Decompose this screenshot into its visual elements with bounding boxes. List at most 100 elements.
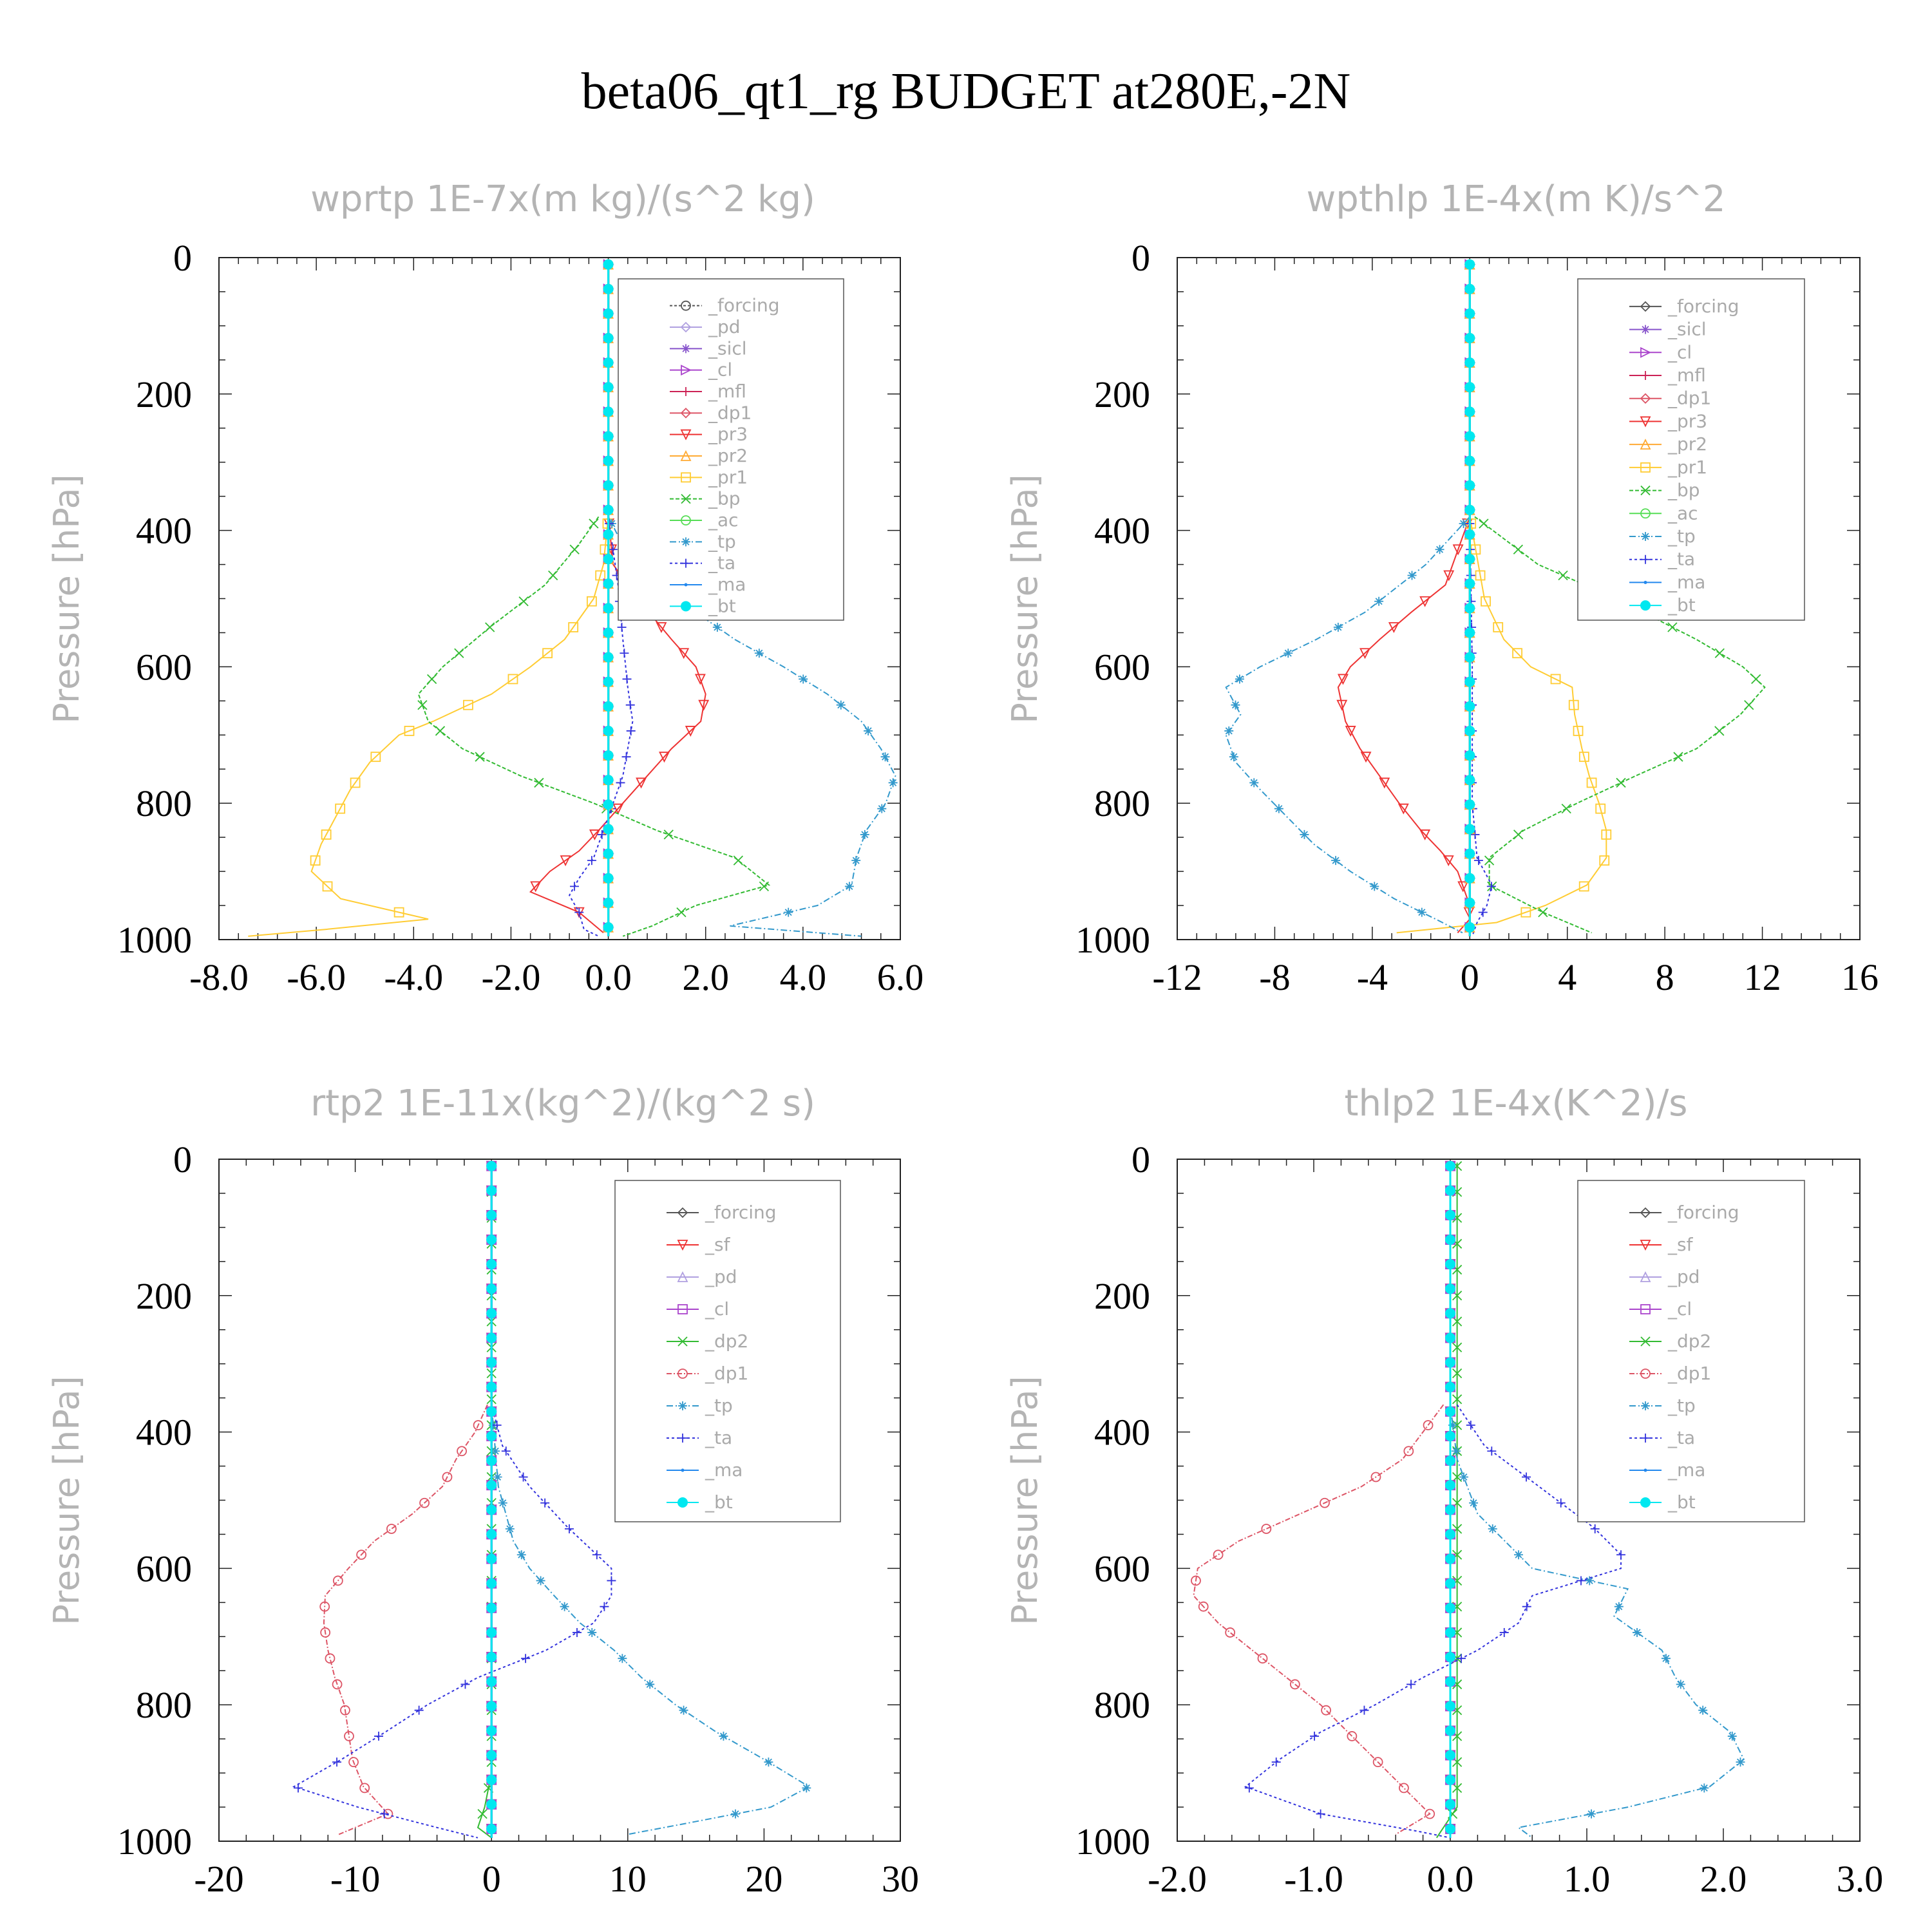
data-point <box>1445 1381 1455 1392</box>
panel-title: thlp2 1E-4x(K^2)/s <box>1345 1083 1688 1124</box>
series-tp <box>1224 516 1471 934</box>
panel-wpthlp: wpthlp 1E-4x(m K)/s^2 Pressure [hPa] -12… <box>1005 178 1879 998</box>
data-point <box>621 752 631 762</box>
data-point <box>1661 1654 1671 1663</box>
data-point <box>607 1576 616 1586</box>
data-point <box>574 907 584 917</box>
legend-swatch-marker <box>681 1468 685 1472</box>
legend-entry: _ta <box>1629 549 1695 570</box>
data-point <box>608 545 618 554</box>
data-point <box>603 603 614 614</box>
data-point <box>1464 504 1475 515</box>
data-point <box>486 1308 497 1319</box>
series-dp1 <box>319 1404 488 1835</box>
data-point <box>600 1602 609 1611</box>
legend-label: _pd <box>708 316 741 337</box>
data-point <box>1249 778 1259 788</box>
data-point <box>1445 1652 1455 1663</box>
data-point <box>888 778 898 788</box>
data-point <box>294 1783 303 1793</box>
data-point <box>1445 1160 1455 1171</box>
data-point <box>1445 1627 1455 1638</box>
data-point <box>1568 699 1579 710</box>
legend-entry: _forcing <box>667 1202 777 1223</box>
data-point <box>1481 596 1491 607</box>
data-point <box>1419 596 1431 607</box>
data-point <box>1464 848 1475 859</box>
legend-entry: _forcing <box>1629 296 1739 317</box>
legend-swatch-marker <box>1641 554 1650 564</box>
legend-entry: _cl <box>667 1298 729 1320</box>
data-point <box>1445 1529 1455 1540</box>
legend-entry: _ta <box>1629 1427 1695 1448</box>
data-point <box>493 1472 502 1482</box>
legend-label: _ta <box>708 553 735 574</box>
data-point <box>625 700 635 710</box>
data-point <box>1445 1725 1455 1736</box>
data-point <box>1274 804 1283 813</box>
data-point <box>880 752 890 762</box>
data-point <box>1445 1602 1455 1613</box>
data-point <box>587 1627 597 1637</box>
series-line <box>1337 516 1471 934</box>
data-point <box>1464 799 1475 810</box>
data-point <box>1316 1809 1325 1819</box>
legend-entry: _dp1 <box>1629 1363 1711 1384</box>
legend-label: _ma <box>1667 571 1705 592</box>
data-point <box>1464 725 1475 736</box>
legend-entry: _bt <box>1629 594 1696 616</box>
data-point <box>564 1524 574 1533</box>
data-point <box>414 1705 424 1715</box>
data-point <box>486 1455 497 1466</box>
data-point <box>486 1823 497 1834</box>
data-point <box>486 1553 497 1564</box>
data-point <box>332 1679 343 1690</box>
data-point <box>486 1602 497 1613</box>
legend-swatch-marker <box>680 408 692 419</box>
legend-label: _dp2 <box>1667 1331 1711 1352</box>
data-point <box>486 1529 497 1540</box>
data-point <box>1464 750 1475 761</box>
data-point <box>486 1430 497 1441</box>
x-tick-label: 4.0 <box>780 956 827 998</box>
data-point <box>1331 856 1341 866</box>
x-tick-label: 12 <box>1744 956 1781 998</box>
legend-swatch-marker <box>1640 1207 1651 1218</box>
legend-label: _mfl <box>1667 365 1706 386</box>
series-line <box>1225 516 1471 934</box>
legend-swatch-marker <box>1643 1468 1647 1472</box>
data-point <box>1452 1783 1463 1794</box>
legend-swatch-marker <box>1640 1336 1651 1347</box>
legend-swatch-marker <box>1641 325 1650 334</box>
panel-thlp2: thlp2 1E-4x(K^2)/s Pressure [hPa] -2.0 -1… <box>1005 1083 1883 1900</box>
data-point <box>486 1259 497 1270</box>
legend-label: _cl <box>1667 341 1692 363</box>
data-point <box>733 855 743 866</box>
data-point <box>1464 406 1475 417</box>
data-point <box>1320 1497 1330 1508</box>
data-point <box>1448 1421 1457 1430</box>
data-point <box>603 922 614 933</box>
legend-box <box>618 278 844 621</box>
data-point <box>1578 881 1589 892</box>
data-point <box>1464 824 1475 835</box>
data-point <box>1345 726 1356 737</box>
data-point <box>698 699 710 711</box>
data-point <box>1445 1504 1455 1515</box>
data-point <box>1443 570 1455 582</box>
legend-swatch-marker <box>681 515 691 526</box>
data-point <box>1576 1576 1586 1586</box>
legend-label: _dp1 <box>708 402 752 423</box>
data-point <box>356 1549 367 1560</box>
legend-label: _sicl <box>1667 319 1707 340</box>
data-point <box>568 622 579 632</box>
legend-entry: _sicl <box>1629 319 1707 340</box>
x-tick-label: 0.0 <box>585 956 632 998</box>
data-point <box>603 259 614 270</box>
legend-label: _sf <box>705 1234 731 1255</box>
data-point <box>603 799 614 810</box>
data-point <box>589 518 599 529</box>
data-point <box>1522 1472 1531 1482</box>
data-point <box>1464 332 1475 343</box>
y-tick-label: 800 <box>1094 1684 1150 1726</box>
